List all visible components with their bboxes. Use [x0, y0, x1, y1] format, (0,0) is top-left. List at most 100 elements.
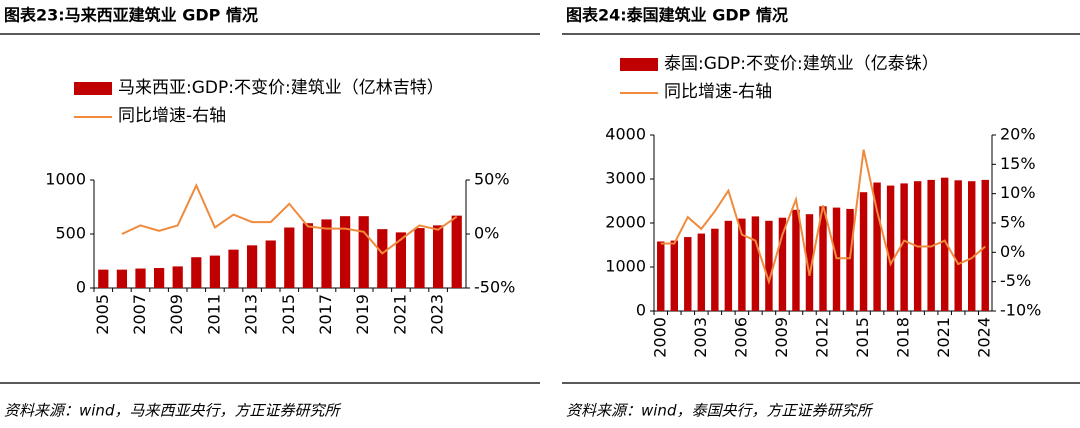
legend-label: 泰国:GDP:不变价:建筑业（亿泰铢）: [664, 54, 939, 74]
x-tick-label: 2015: [279, 294, 298, 335]
bar: [886, 185, 895, 311]
y2-tick-label: 20%: [1000, 125, 1036, 144]
y2-tick-label: 5%: [1000, 213, 1025, 232]
legend: 马来西亚:GDP:不变价:建筑业（亿林吉特） 同比增速-右轴: [74, 74, 504, 130]
bar: [954, 180, 962, 311]
x-tick-label: 2012: [813, 317, 832, 358]
x-tick-label: 2013: [242, 294, 261, 335]
growth-line: [121, 182, 458, 255]
y-tick-label: 500: [55, 224, 86, 243]
bar: [940, 177, 949, 311]
x-tick-label: 2003: [691, 317, 710, 358]
source-note: 资料来源：wind，泰国央行，方正证券研究所: [566, 402, 873, 420]
y2-tick-label: -10%: [1000, 301, 1041, 320]
legend-swatch: [74, 102, 112, 130]
bar: [451, 215, 462, 288]
bar: [657, 241, 665, 311]
chart-title: 图表24:泰国建筑业 GDP 情况: [566, 6, 788, 25]
bar: [684, 237, 692, 311]
x-tick-label: 2023: [428, 294, 447, 335]
bar: [153, 268, 165, 288]
legend-swatch-mark: [620, 58, 658, 71]
x-tick-label: 2006: [731, 317, 750, 358]
bar: [284, 227, 295, 288]
x-tick-label: 2024: [975, 317, 994, 358]
x-tick-label: 2021: [934, 317, 953, 358]
y2-tick-label: -5%: [1000, 271, 1031, 290]
y2-tick-label: -50%: [474, 278, 515, 297]
bar: [805, 214, 814, 311]
bar: [395, 232, 407, 288]
bar: [209, 255, 221, 288]
legend-label: 同比增速-右轴: [664, 82, 773, 102]
legend-swatch: [620, 78, 658, 106]
growth-line: [660, 149, 986, 286]
bar: [859, 192, 868, 311]
y-tick-label: 1000: [605, 257, 646, 276]
y-tick-label: 0: [636, 301, 646, 320]
x-tick-label: 2019: [353, 294, 372, 335]
legend-item: 泰国:GDP:不变价:建筑业（亿泰铢）: [620, 50, 1060, 78]
bar: [832, 207, 841, 311]
bar: [302, 223, 314, 288]
legend-item: 马来西亚:GDP:不变价:建筑业（亿林吉特）: [74, 74, 504, 102]
bar: [358, 216, 369, 288]
bar: [792, 209, 800, 311]
x-tick-label: 2011: [204, 294, 223, 335]
bar: [900, 183, 908, 311]
bar: [873, 182, 881, 311]
x-tick-label: 2000: [650, 317, 669, 358]
bar: [711, 228, 719, 311]
y-tick-label: 3000: [605, 169, 646, 188]
y-tick-label: 1000: [45, 170, 86, 189]
legend-swatch-mark: [74, 116, 112, 118]
bar: [724, 220, 733, 311]
x-tick-label: 2009: [772, 317, 791, 358]
bar: [751, 216, 760, 311]
legend-label: 马来西亚:GDP:不变价:建筑业（亿林吉特）: [118, 78, 444, 98]
bar: [738, 218, 746, 311]
bar: [968, 181, 976, 311]
y2-tick-label: 10%: [1000, 183, 1036, 202]
bar: [172, 266, 183, 288]
y2-tick-label: 0%: [1000, 242, 1025, 261]
legend-swatch-mark: [74, 82, 112, 95]
x-tick-label: 2018: [894, 317, 913, 358]
bar: [377, 229, 388, 288]
y2-tick-label: 50%: [474, 170, 510, 189]
bar: [265, 240, 276, 288]
bar: [228, 249, 239, 288]
bar: [98, 269, 109, 288]
y-tick-label: 2000: [605, 213, 646, 232]
bar: [981, 179, 989, 311]
legend-swatch: [74, 74, 112, 102]
source-note: 资料来源：wind，马来西亚央行，方正证券研究所: [4, 402, 341, 420]
bar: [246, 245, 258, 288]
x-tick-label: 2009: [167, 294, 186, 335]
bar: [778, 217, 787, 311]
bar: [414, 228, 425, 288]
x-tick-label: 2007: [130, 294, 149, 335]
bar: [135, 268, 146, 288]
bar: [765, 220, 773, 311]
x-tick-label: 2021: [390, 294, 409, 335]
chart-title: 图表23:马来西亚建筑业 GDP 情况: [4, 6, 258, 25]
bar: [432, 225, 444, 288]
legend-item: 同比增速-右轴: [74, 102, 504, 130]
legend-swatch: [620, 50, 658, 78]
legend: 泰国:GDP:不变价:建筑业（亿泰铢） 同比增速-右轴: [620, 50, 1060, 106]
x-tick-label: 2017: [316, 294, 335, 335]
y2-tick-label: 15%: [1000, 154, 1036, 173]
y-tick-label: 0: [76, 278, 86, 297]
bar: [339, 216, 351, 288]
legend-label: 同比增速-右轴: [118, 106, 227, 126]
bar: [191, 257, 202, 288]
bar: [697, 233, 706, 311]
x-tick-label: 2015: [853, 317, 872, 358]
x-tick-label: 2005: [93, 294, 112, 335]
bar: [819, 206, 827, 311]
legend-swatch-mark: [620, 92, 658, 94]
bar: [670, 240, 678, 311]
